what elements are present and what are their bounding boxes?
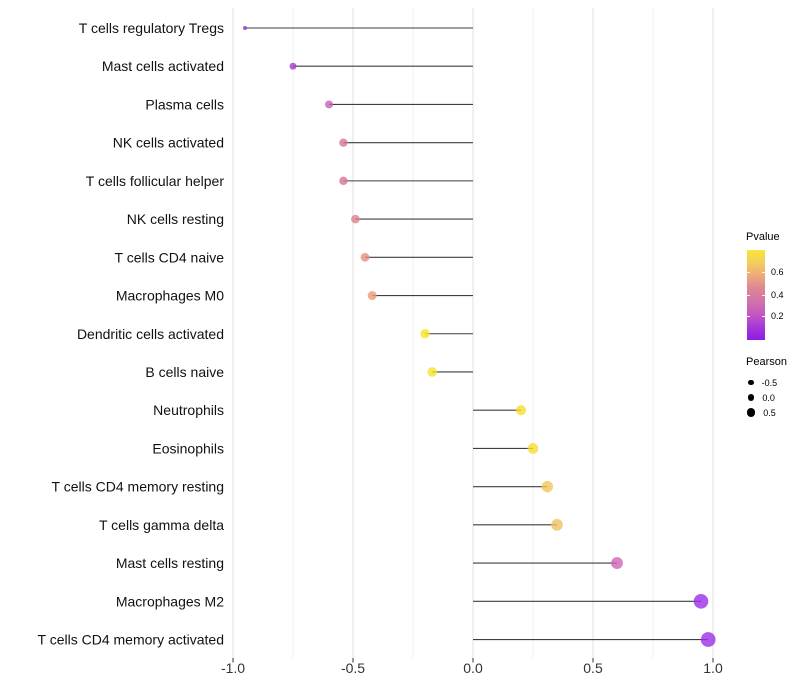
pearson-size-dot: [748, 379, 754, 386]
dot: [243, 26, 247, 30]
dot: [515, 405, 527, 416]
category-label: T cells follicular helper: [86, 173, 225, 189]
pvalue-tick-mark: [747, 272, 750, 273]
dot: [551, 519, 563, 531]
pvalue-legend-title: Pvalue: [746, 231, 780, 243]
dot: [541, 480, 554, 493]
dot: [527, 443, 539, 454]
dot: [700, 632, 716, 647]
category-label: Plasma cells: [145, 96, 224, 112]
pvalue-legend: Pvalue 0.6 0.4 0.2: [744, 231, 800, 340]
pvalue-colorbar-gradient: [747, 250, 765, 340]
category-label: NK cells activated: [113, 135, 224, 151]
pvalue-tick-mark: [762, 316, 765, 317]
pearson-legend: Pearson -0.5 0.0 0.5: [744, 356, 800, 420]
pvalue-tick-mark: [762, 272, 765, 273]
category-label: T cells CD4 memory resting: [52, 479, 224, 495]
pvalue-tick-mark: [747, 295, 750, 296]
category-label: Mast cells resting: [116, 555, 224, 571]
dot: [339, 138, 348, 147]
dot: [289, 62, 297, 70]
pearson-size-label: 0.0: [762, 392, 775, 403]
category-label: T cells CD4 naive: [115, 249, 225, 265]
pvalue-tick-mark: [747, 316, 750, 317]
dot: [367, 291, 377, 301]
category-label: Dendritic cells activated: [77, 326, 224, 342]
category-label: B cells naive: [145, 364, 224, 380]
category-label: Macrophages M0: [116, 288, 224, 304]
dot: [427, 367, 438, 377]
dot: [693, 594, 709, 609]
category-label: T cells regulatory Tregs: [79, 20, 224, 36]
x-tick-label: -0.5: [341, 660, 365, 676]
pvalue-tick-label: 0.6: [771, 267, 784, 277]
dot: [360, 252, 370, 262]
pearson-legend-entry: 0.5: [746, 405, 800, 420]
category-label: T cells gamma delta: [99, 517, 224, 533]
pearson-legend-entry: 0.0: [746, 390, 800, 405]
pearson-size-label: -0.5: [761, 377, 778, 388]
pearson-size-label: 0.5: [763, 407, 776, 418]
category-label: Eosinophils: [152, 440, 224, 456]
pvalue-colorbar-wrap: 0.6 0.4 0.2: [747, 250, 784, 340]
dot: [339, 176, 348, 186]
pvalue-tick-label: 0.4: [771, 290, 784, 300]
category-label: Mast cells activated: [102, 58, 224, 74]
category-label: Macrophages M2: [116, 593, 224, 609]
dot: [351, 214, 360, 224]
dot: [420, 329, 430, 339]
x-tick-label: -1.0: [221, 660, 245, 676]
x-tick-label: 0.0: [463, 660, 483, 676]
pvalue-tick-mark: [762, 295, 765, 296]
category-label: NK cells resting: [127, 211, 224, 227]
pearson-legend-entry: -0.5: [746, 375, 800, 390]
pearson-size-dot: [747, 394, 755, 401]
category-label: Neutrophils: [153, 402, 224, 418]
x-tick-label: 0.5: [583, 660, 603, 676]
x-tick-label: 1.0: [703, 660, 723, 676]
dot: [611, 557, 623, 569]
dot: [325, 100, 333, 109]
pvalue-tick-label: 0.2: [771, 311, 784, 321]
category-label: T cells CD4 memory activated: [38, 632, 224, 648]
pearson-legend-entries: -0.5 0.0 0.5: [744, 375, 800, 420]
pearson-legend-title: Pearson: [746, 356, 787, 368]
pearson-size-dot: [746, 408, 756, 417]
